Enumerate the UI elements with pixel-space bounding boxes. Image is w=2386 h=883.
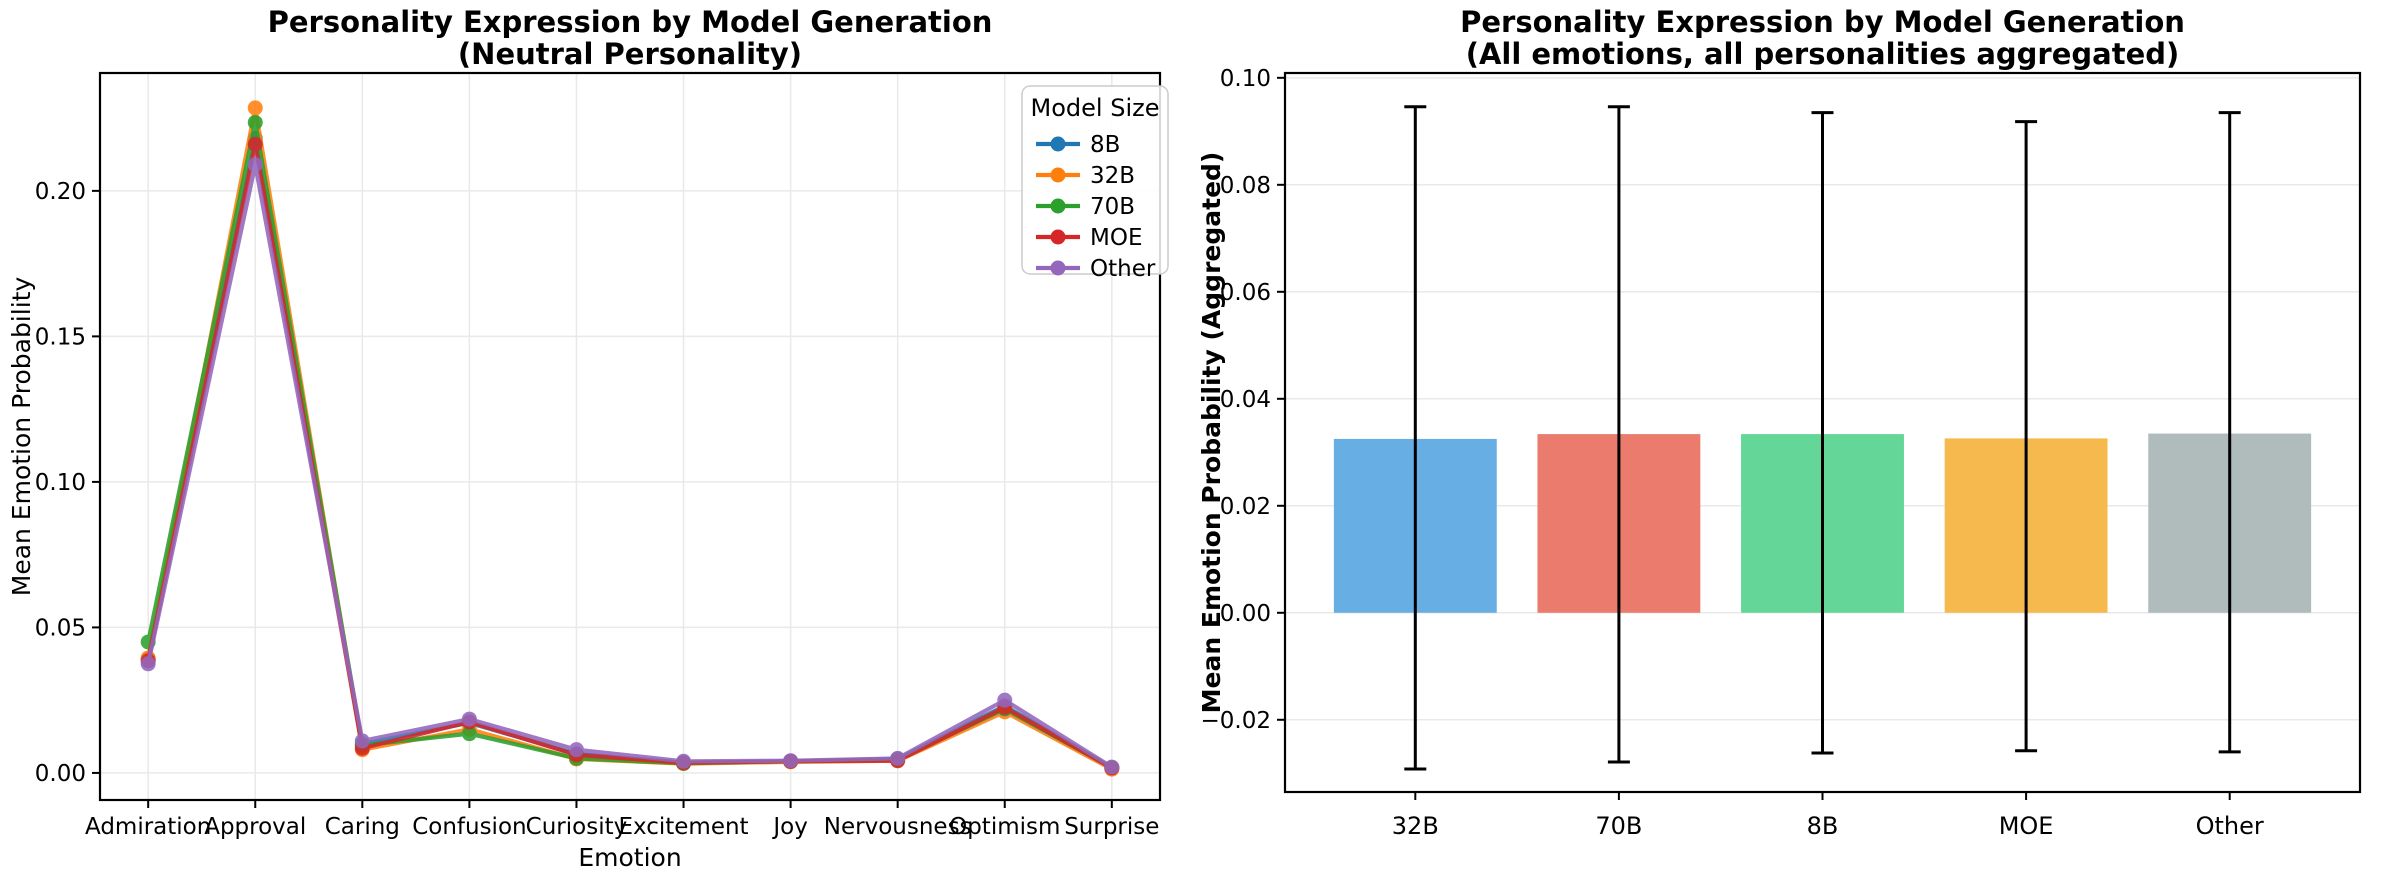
series-line-70B: [146, 120, 1113, 770]
y-tick-label: 0.04: [1220, 387, 1271, 413]
series-marker-Other: [997, 692, 1013, 708]
line-series-MOE: [140, 136, 1120, 776]
legend-title: Model Size: [1031, 94, 1160, 122]
line-series-8B: [140, 130, 1120, 776]
error-bar-MOE: [2015, 120, 2038, 753]
x-tick-label-8b: 8B: [1807, 812, 1839, 840]
chart-title: Personality Expression by Model Generati…: [1460, 5, 2185, 39]
y-tick-label: 0.10: [1220, 66, 1271, 92]
x-tick-label-approval: Approval: [204, 814, 306, 840]
series-line-Other: [146, 162, 1113, 769]
series-marker-Other: [783, 753, 799, 769]
x-tick-label-other: Other: [2196, 812, 2264, 840]
series-marker-Other: [1104, 759, 1120, 775]
series-marker-Other: [890, 750, 906, 766]
y-axis-label: Mean Emotion Probability (Aggregated): [1197, 152, 1226, 714]
error-bar-70B: [1607, 105, 1630, 764]
legend-marker-sample: [1050, 167, 1066, 183]
legend-label-MOE: MOE: [1090, 225, 1142, 251]
legend-marker-sample: [1050, 136, 1066, 152]
series-marker-70B: [247, 114, 263, 130]
legend-label-Other: Other: [1090, 256, 1156, 282]
legend-item-70B: 70B: [1036, 194, 1135, 220]
y-tick-label: 0.06: [1220, 280, 1271, 306]
x-tick-label-admiration: Admiration: [85, 814, 211, 840]
series-line-MOE: [146, 142, 1113, 770]
error-bar-8B: [1811, 111, 1834, 755]
x-tick-label-70b: 70B: [1595, 812, 1642, 840]
y-axis-label: Mean Emotion Probability: [7, 277, 36, 597]
series-marker-Other: [140, 656, 156, 672]
x-tick-label-optimism: Optimism: [949, 814, 1060, 840]
x-tick-label-curiosity: Curiosity: [526, 814, 628, 840]
series-marker-Other: [247, 157, 263, 173]
x-tick-label-surprise: Surprise: [1064, 814, 1159, 840]
legend-item-32B: 32B: [1036, 163, 1135, 189]
series-marker-Other: [676, 753, 692, 769]
legend-label-70B: 70B: [1090, 194, 1135, 220]
y-tick-label: 0.05: [35, 615, 86, 641]
x-tick-label-confusion: Confusion: [412, 814, 526, 840]
y-tick-label: 0.00: [35, 761, 86, 787]
line-series-32B: [140, 100, 1120, 777]
y-tick-label: 0.15: [35, 324, 86, 350]
x-tick-label-moe: MOE: [1999, 812, 2054, 840]
line-series-Other: [140, 157, 1120, 775]
chart-title: Personality Expression by Model Generati…: [268, 5, 993, 39]
series-marker-Other: [568, 742, 584, 758]
x-tick-label-caring: Caring: [325, 814, 400, 840]
legend-item-MOE: MOE: [1036, 225, 1142, 251]
series-line-32B: [146, 105, 1113, 772]
series-marker-32B: [247, 100, 263, 116]
legend-label-8B: 8B: [1090, 132, 1120, 158]
axes-spines: [98, 71, 1162, 802]
error-bar-32B: [1404, 105, 1427, 771]
line-series-70B: [140, 114, 1120, 776]
legend-label-32B: 32B: [1090, 163, 1135, 189]
bar-chart-aggregated: −0.02 0.00 0.02 0.04 0.06 0.08 0.10 Personality…: [1197, 5, 2362, 840]
legend-item-8B: 8B: [1036, 132, 1120, 158]
x-axis-label: Emotion: [578, 843, 681, 872]
series-marker-MOE: [247, 136, 263, 152]
series-marker-Other: [461, 711, 477, 727]
series-marker-70B: [461, 726, 477, 742]
x-tick-label-joy: Joy: [771, 814, 807, 840]
x-tick-label-excitement: Excitement: [618, 814, 748, 840]
chart-subtitle: (Neutral Personality): [458, 37, 802, 71]
series-line-8B: [146, 136, 1113, 770]
legend-marker-sample: [1050, 260, 1066, 276]
y-tick-label: −0.02: [1201, 708, 1271, 734]
x-tick-label-32b: 32B: [1392, 812, 1439, 840]
y-tick-label: 0.00: [1220, 601, 1271, 627]
legend-item-Other: Other: [1036, 256, 1156, 282]
y-tick-label: 0.10: [35, 470, 86, 496]
y-tick-label: 0.08: [1220, 173, 1271, 199]
line-chart-neutral-personality: 0.00 0.05 0.10 0.15 0.20 Personality Expressi…: [7, 5, 1169, 872]
series-marker-Other: [354, 733, 370, 749]
y-tick-label: 0.02: [1220, 494, 1271, 520]
error-bar-Other: [2218, 111, 2241, 754]
legend-box: [1021, 85, 1169, 275]
x-tick-label-nervousness: Nervousness: [824, 814, 972, 840]
legend-marker-sample: [1050, 198, 1066, 214]
legend-marker-sample: [1050, 229, 1066, 245]
y-tick-label: 0.20: [35, 179, 86, 205]
chart-subtitle: (All emotions, all personalities aggrega…: [1466, 37, 2180, 71]
